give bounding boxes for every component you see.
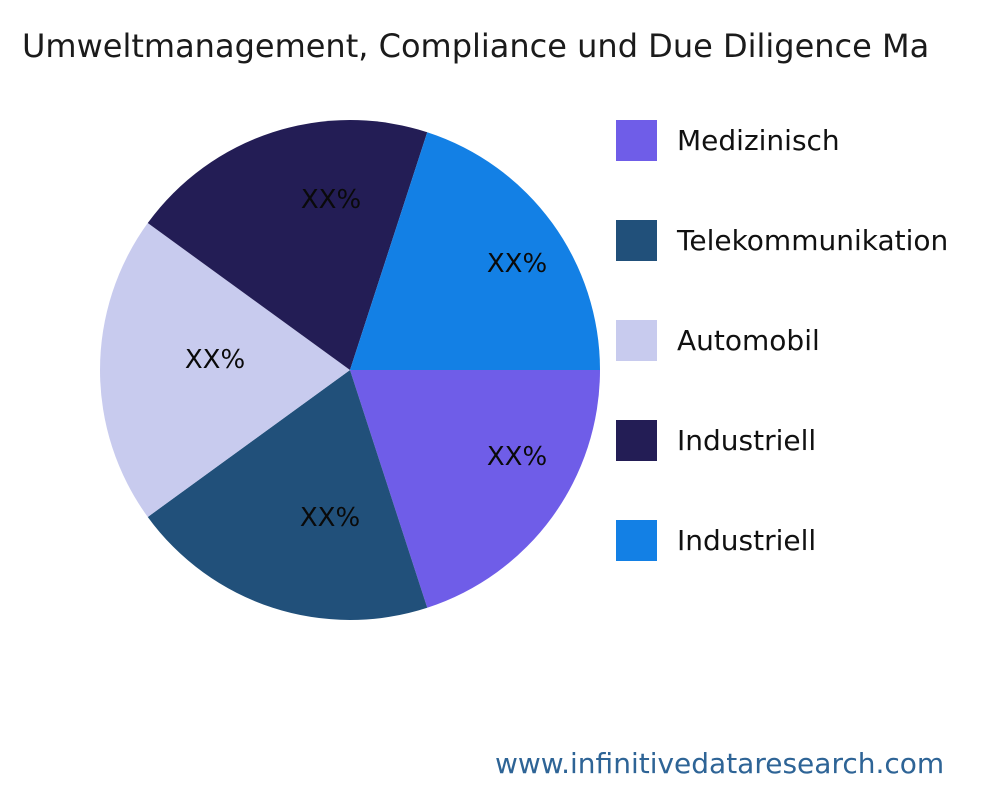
legend-label: Medizinisch — [677, 124, 840, 157]
pie-slice-label-2: XX% — [185, 345, 245, 375]
legend-label: Automobil — [677, 324, 820, 357]
legend-swatch-icon — [616, 520, 657, 561]
legend-item-0: Medizinisch — [616, 120, 948, 161]
legend-item-4: Industriell — [616, 520, 948, 561]
pie-slice-3 — [147, 120, 428, 371]
pie-slice-label-1: XX% — [300, 503, 360, 533]
pie-slice-label-3: XX% — [301, 185, 361, 215]
legend-item-1: Telekommunikation — [616, 220, 948, 261]
legend-label: Industriell — [677, 424, 817, 457]
pie-slice-label-0: XX% — [487, 442, 547, 472]
legend: Medizinisch Telekommunikation Automobil Ind… — [616, 120, 948, 561]
pie-chart: XX% XX% XX% XX% XX% — [100, 120, 600, 620]
pie-slice-1 — [147, 370, 428, 620]
pie-slice-2 — [100, 223, 351, 517]
legend-label: Telekommunikation — [677, 224, 949, 257]
pie-slice-0 — [350, 370, 600, 608]
legend-item-3: Industriell — [616, 420, 948, 461]
legend-swatch-icon — [616, 120, 657, 161]
legend-swatch-icon — [616, 220, 657, 261]
pie-chart-area: XX% XX% XX% XX% XX% — [100, 120, 600, 620]
legend-swatch-icon — [616, 420, 657, 461]
pie-slice-label-4: XX% — [487, 249, 547, 279]
legend-item-2: Automobil — [616, 320, 948, 361]
watermark-url: www.infinitivedataresearch.com — [495, 747, 945, 780]
legend-swatch-icon — [616, 320, 657, 361]
pie-slice-4 — [350, 132, 600, 370]
legend-label: Industriell — [677, 524, 817, 557]
page-title: Umweltmanagement, Compliance und Due Dil… — [22, 27, 930, 65]
